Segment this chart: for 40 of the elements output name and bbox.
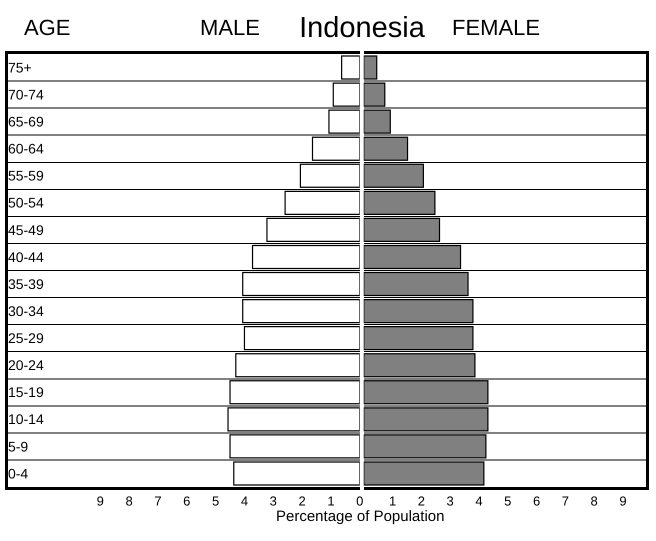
y-tick-label: 65-69	[8, 114, 44, 130]
x-tick-label: 5	[504, 493, 512, 508]
x-tick-label: 6	[532, 493, 540, 508]
y-tick-label: 5-9	[8, 438, 28, 454]
y-tick-label: 25-29	[8, 330, 44, 346]
x-tick-label: 9	[619, 493, 627, 508]
y-tick-label: 20-24	[8, 357, 44, 374]
y-axis-title: AGE	[24, 15, 70, 40]
x-tick-label: 0	[356, 493, 364, 508]
x-tick-label: 7	[154, 493, 162, 508]
x-tick-label: 1	[327, 493, 335, 508]
y-tick-label: 35-39	[8, 276, 44, 292]
x-tick-label: 6	[183, 493, 190, 508]
x-tick-label: 9	[96, 493, 104, 508]
y-tick-label: 50-54	[8, 194, 44, 211]
x-tick-label: 5	[212, 493, 220, 508]
x-tick-label: 7	[562, 493, 569, 508]
y-tick-label: 45-49	[8, 222, 44, 238]
y-tick-label: 10-14	[8, 411, 44, 428]
x-tick-label: 3	[270, 493, 277, 508]
x-tick-label: 3	[446, 493, 454, 508]
x-tick-label: 8	[590, 493, 598, 508]
x-tick-label: 1	[388, 493, 396, 508]
y-tick-label: 70-74	[8, 86, 44, 102]
x-axis-title: Percentage of Population	[276, 508, 444, 525]
y-tick-label: 75+	[8, 59, 32, 76]
text: MALE	[200, 15, 260, 40]
x-tick-label: 2	[298, 493, 306, 508]
x-tick-label: 4	[475, 493, 483, 508]
x-tick-label: 4	[240, 493, 248, 508]
y-tick-label: 60-64	[8, 140, 44, 157]
y-tick-label: 40-44	[8, 248, 44, 265]
chart-title: Indonesia	[299, 12, 426, 44]
y-tick-label: 30-34	[8, 302, 44, 319]
y-tick-label: 55-59	[8, 168, 44, 184]
y-tick-label: 0-4	[8, 465, 28, 482]
x-tick-label: 2	[418, 493, 425, 508]
y-tick-label: 15-19	[8, 384, 44, 400]
x-tick-label: 8	[125, 493, 133, 508]
text: FEMALE	[452, 15, 540, 40]
